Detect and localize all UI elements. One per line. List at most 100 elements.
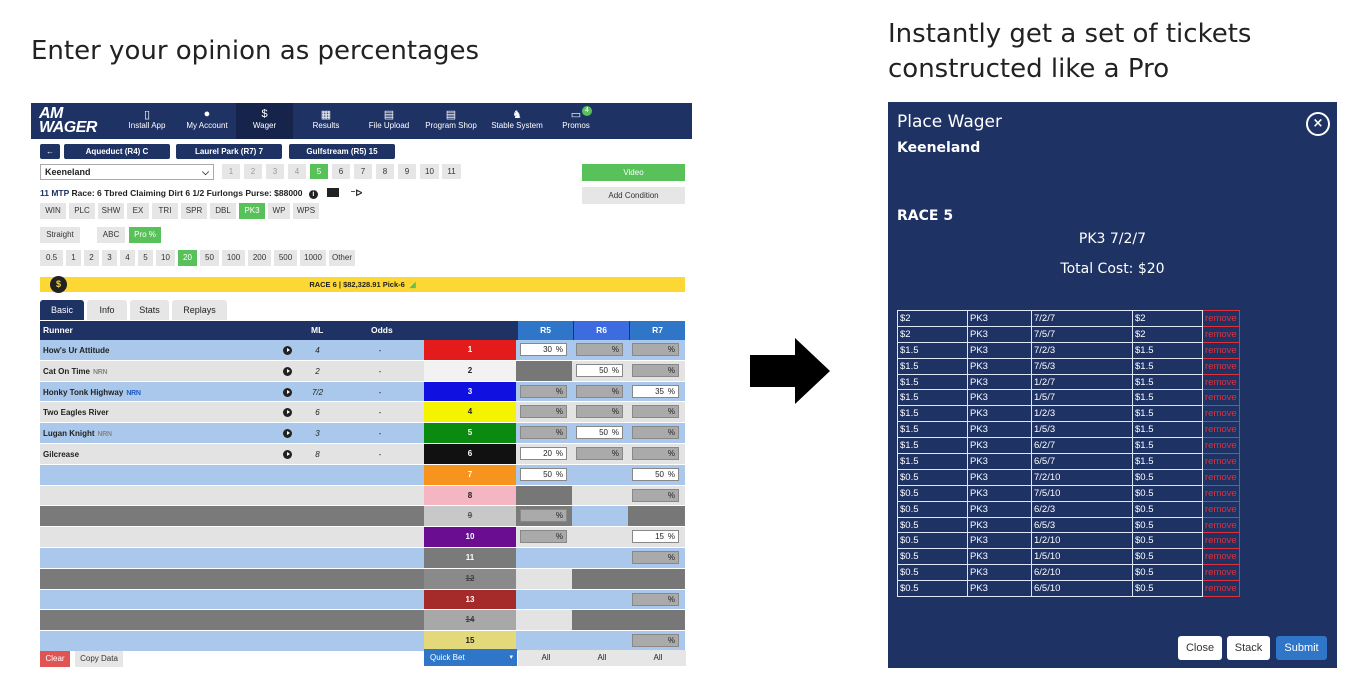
nav-program-shop[interactable]: ▤ Program Shop	[418, 103, 484, 139]
amount-200[interactable]: 200	[248, 250, 271, 266]
tab-basic[interactable]: Basic	[40, 300, 84, 320]
race-number-6[interactable]: 6	[332, 164, 350, 179]
remove-ticket-button[interactable]: remove	[1202, 405, 1240, 423]
bet-type-wps[interactable]: WPS	[293, 203, 319, 219]
program-icon[interactable]	[327, 188, 340, 197]
all-r5-button[interactable]: All	[518, 650, 574, 666]
bet-type-spr[interactable]: SPR	[181, 203, 207, 219]
percent-input-r7[interactable]: %	[632, 426, 679, 440]
track-select[interactable]: Keeneland ⌵	[40, 164, 214, 180]
video-button[interactable]: Video	[582, 164, 685, 181]
race-number-7[interactable]: 7	[354, 164, 372, 179]
remove-ticket-button[interactable]: remove	[1202, 453, 1240, 470]
amount-50[interactable]: 50	[200, 250, 219, 266]
nav-promos[interactable]: ▭ Promos 4	[556, 103, 596, 139]
percent-input-r6[interactable]: %	[576, 447, 623, 460]
runner-name[interactable]: Two Eagles River	[40, 403, 280, 422]
remove-ticket-button[interactable]: remove	[1202, 373, 1240, 391]
bet-type-dbl[interactable]: DBL	[210, 203, 236, 219]
track-tab-aqueduct[interactable]: Aqueduct (R4) C	[64, 144, 170, 159]
mode-straight[interactable]: Straight	[40, 227, 80, 243]
bet-type-plc[interactable]: PLC	[69, 203, 95, 219]
play-video-icon[interactable]	[283, 408, 292, 418]
mode-abc[interactable]: ABC	[97, 227, 125, 243]
amount-other[interactable]: Other	[329, 250, 355, 266]
play-video-icon[interactable]	[283, 387, 292, 397]
nav-wager[interactable]: $ Wager	[236, 103, 293, 139]
remove-ticket-button[interactable]: remove	[1202, 325, 1240, 343]
amwager-logo[interactable]: AM WAGER	[39, 106, 97, 136]
percent-input-r7[interactable]: %	[632, 405, 679, 419]
remove-ticket-button[interactable]: remove	[1202, 357, 1240, 375]
percent-input-r5[interactable]: %	[520, 530, 567, 544]
percent-input-r6[interactable]: 50%	[576, 426, 623, 440]
remove-ticket-button[interactable]: remove	[1202, 421, 1240, 439]
race-number-10[interactable]: 10	[420, 164, 439, 179]
remove-ticket-button[interactable]: remove	[1202, 516, 1240, 534]
bet-type-wp[interactable]: WP	[268, 203, 290, 219]
tab-replays[interactable]: Replays	[172, 300, 227, 320]
race-number-2[interactable]: 2	[244, 164, 262, 179]
race-number-11[interactable]: 11	[442, 164, 461, 179]
amount-100[interactable]: 100	[222, 250, 245, 266]
race-number-5[interactable]: 5	[310, 164, 328, 179]
nav-install-app[interactable]: ▯ Install App	[119, 103, 175, 139]
amount-500[interactable]: 500	[274, 250, 297, 266]
remove-ticket-button[interactable]: remove	[1202, 437, 1240, 455]
percent-input-r5[interactable]: %	[520, 426, 567, 440]
percent-input-r6[interactable]: %	[576, 384, 623, 398]
remove-ticket-button[interactable]: remove	[1202, 468, 1240, 486]
percent-input-r5[interactable]: %	[520, 405, 567, 419]
track-tab-gulfstream[interactable]: Gulfstream (R5) 15	[289, 144, 395, 159]
info-icon[interactable]: i	[308, 190, 318, 199]
close-icon[interactable]: ×	[1306, 112, 1330, 136]
submit-button[interactable]: Submit	[1276, 636, 1327, 660]
percent-input-r7[interactable]: 50%	[632, 467, 679, 481]
amount-5[interactable]: 5	[138, 250, 153, 266]
remove-ticket-button[interactable]: remove	[1202, 341, 1240, 359]
back-button[interactable]: ←	[40, 144, 60, 159]
amount-2[interactable]: 2	[84, 250, 99, 266]
amount-3[interactable]: 3	[102, 250, 117, 266]
bet-type-ex[interactable]: EX	[127, 203, 149, 219]
percent-input-r7[interactable]: %	[632, 343, 679, 356]
race-number-3[interactable]: 3	[266, 164, 284, 179]
remove-ticket-button[interactable]: remove	[1202, 548, 1240, 566]
clear-button[interactable]: Clear	[40, 651, 70, 667]
remove-ticket-button[interactable]: remove	[1202, 310, 1240, 327]
bet-type-win[interactable]: WIN	[40, 203, 66, 219]
quick-bet-select[interactable]: Quick Bet ▾	[424, 649, 517, 666]
track-tab-laurel[interactable]: Laurel Park (R7) 7	[176, 144, 282, 159]
nav-results[interactable]: ▦ Results	[293, 103, 359, 139]
race-6-pick6-banner[interactable]: $ RACE 6 | $82,328.91 Pick-6 ◢	[40, 276, 685, 293]
play-video-icon[interactable]	[283, 450, 292, 459]
tab-info[interactable]: Info	[87, 300, 127, 320]
percent-input-r7[interactable]: %	[632, 447, 679, 460]
percent-input-r7[interactable]: 35%	[632, 384, 679, 398]
remove-ticket-button[interactable]: remove	[1202, 564, 1240, 582]
percent-input-r6[interactable]: %	[576, 343, 623, 356]
race-number-1[interactable]: 1	[222, 164, 240, 179]
play-video-icon[interactable]	[283, 366, 292, 376]
runner-name[interactable]: Cat On Time NRN	[40, 362, 280, 381]
runner-name[interactable]: Honky Tonk Highway NRN	[40, 383, 280, 402]
horse-replay-icon[interactable]: ⁻ᐅ	[350, 188, 363, 198]
stack-button[interactable]: Stack	[1227, 636, 1270, 660]
play-video-icon[interactable]	[283, 346, 292, 355]
percent-input-r6[interactable]: %	[576, 405, 623, 419]
amount-1000[interactable]: 1000	[300, 250, 326, 266]
runner-name[interactable]: Gilcrease	[40, 445, 280, 464]
race-number-9[interactable]: 9	[398, 164, 416, 179]
close-button[interactable]: Close	[1178, 636, 1222, 660]
amount-1[interactable]: 1	[66, 250, 81, 266]
percent-input-r7[interactable]: %	[632, 551, 679, 564]
amount-10[interactable]: 10	[156, 250, 175, 266]
percent-input-r7[interactable]: %	[632, 592, 679, 606]
copy-data-button[interactable]: Copy Data	[75, 651, 123, 667]
race-number-4[interactable]: 4	[288, 164, 306, 179]
amount-4[interactable]: 4	[120, 250, 135, 266]
runner-name[interactable]: How's Ur Attitude	[40, 341, 280, 360]
remove-ticket-button[interactable]: remove	[1202, 484, 1240, 502]
amount-20[interactable]: 20	[178, 250, 197, 266]
percent-input-r6[interactable]: 50%	[576, 363, 623, 377]
